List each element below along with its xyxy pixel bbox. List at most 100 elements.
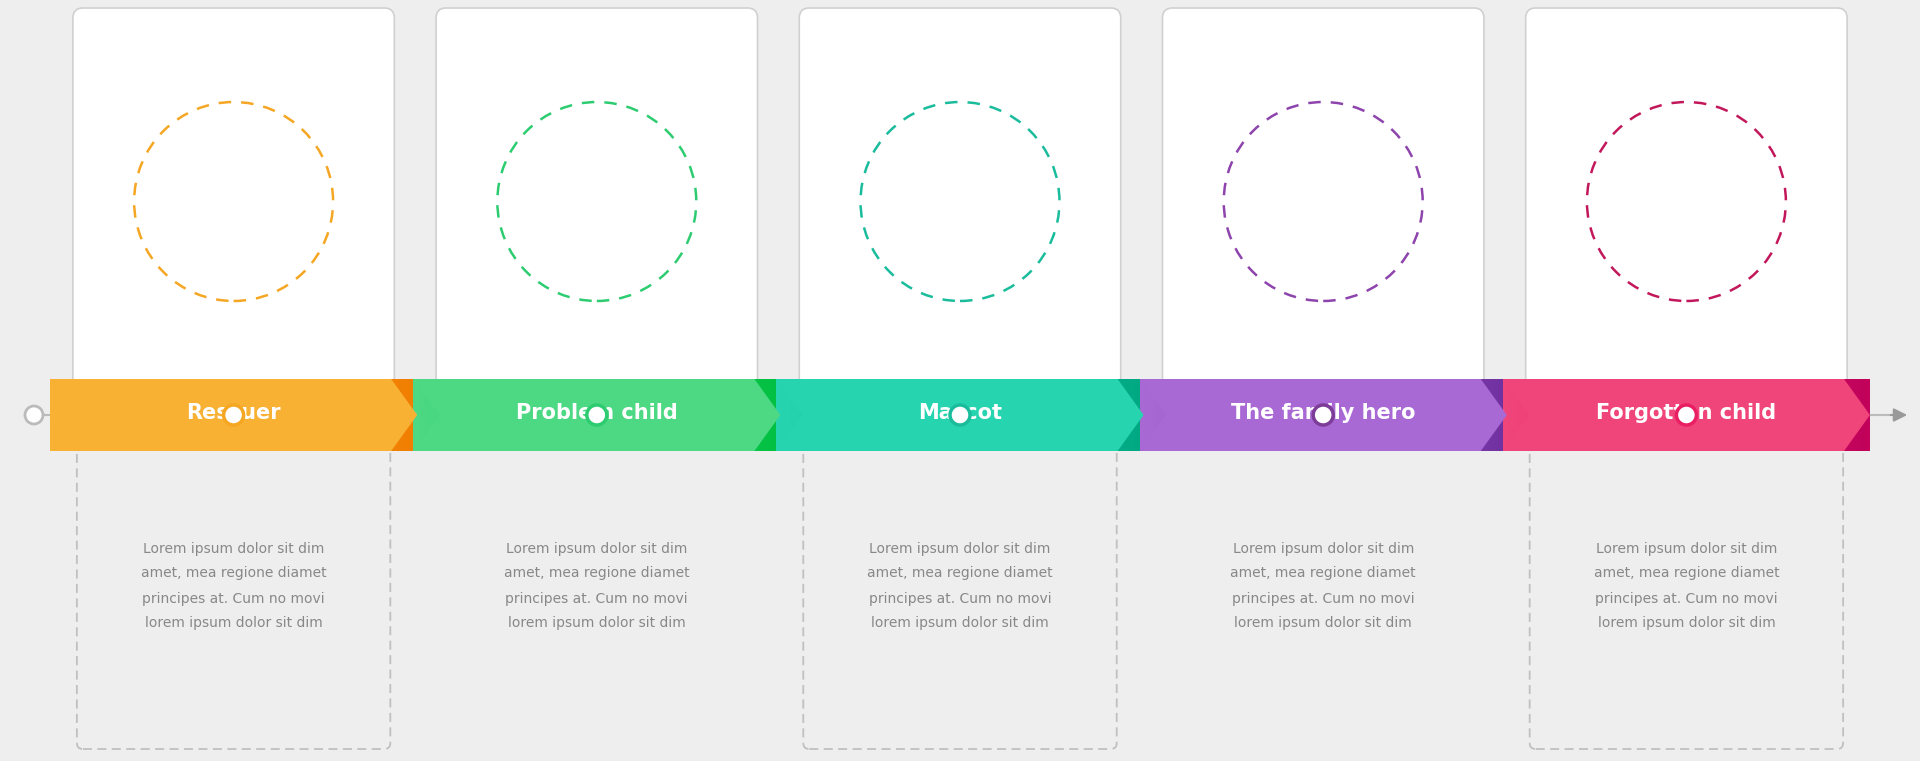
Polygon shape [854,379,858,451]
Polygon shape [142,379,146,451]
Polygon shape [1617,379,1622,451]
Polygon shape [179,379,182,451]
Polygon shape [1263,379,1267,451]
Polygon shape [1603,379,1609,451]
Polygon shape [841,379,845,451]
Polygon shape [1866,379,1870,451]
Polygon shape [660,379,666,451]
Polygon shape [987,379,993,451]
Polygon shape [1204,379,1208,451]
Polygon shape [257,379,261,451]
Polygon shape [561,379,564,451]
Text: Forgotten child: Forgotten child [1596,403,1776,423]
Polygon shape [647,379,653,451]
Polygon shape [1722,379,1728,451]
Polygon shape [808,379,814,451]
Polygon shape [1764,379,1768,451]
Polygon shape [914,379,918,451]
Polygon shape [864,379,868,451]
Polygon shape [689,379,693,451]
Polygon shape [106,379,109,451]
Polygon shape [1066,379,1069,451]
Polygon shape [69,379,73,451]
Polygon shape [1448,379,1452,451]
FancyBboxPatch shape [1526,8,1847,395]
Polygon shape [96,379,100,451]
Polygon shape [666,379,670,451]
Polygon shape [904,379,910,451]
Polygon shape [426,379,432,451]
Polygon shape [409,379,413,451]
Polygon shape [1092,379,1098,451]
Polygon shape [578,379,584,451]
Polygon shape [330,379,334,451]
Circle shape [588,405,607,425]
Polygon shape [1649,379,1655,451]
Polygon shape [1475,379,1478,451]
Polygon shape [261,379,265,451]
Text: Lorem ipsum dolor sit dim
amet, mea regione diamet
principes at. Cum no movi
lor: Lorem ipsum dolor sit dim amet, mea regi… [1231,542,1417,631]
Polygon shape [1778,379,1784,451]
Circle shape [950,405,970,425]
Polygon shape [198,379,202,451]
Polygon shape [1613,379,1617,451]
Polygon shape [50,379,54,451]
Polygon shape [182,379,188,451]
Polygon shape [634,379,637,451]
Polygon shape [465,379,468,451]
Polygon shape [280,379,284,451]
Polygon shape [601,379,607,451]
Polygon shape [1267,379,1273,451]
Polygon shape [1672,379,1678,451]
Polygon shape [413,379,780,451]
Polygon shape [1745,379,1751,451]
Polygon shape [693,379,697,451]
Polygon shape [743,379,749,451]
Polygon shape [574,379,578,451]
Polygon shape [1415,379,1419,451]
Polygon shape [941,379,947,451]
Polygon shape [413,379,417,451]
Polygon shape [624,379,630,451]
Polygon shape [1761,379,1764,451]
Polygon shape [670,379,674,451]
Polygon shape [1709,379,1715,451]
Polygon shape [288,379,294,451]
Text: The family hero: The family hero [1231,403,1415,423]
Polygon shape [1046,379,1052,451]
Polygon shape [455,379,459,451]
Polygon shape [1158,379,1162,451]
Polygon shape [1023,379,1029,451]
Polygon shape [1645,379,1649,451]
Text: Lorem ipsum dolor sit dim
amet, mea regione diamet
principes at. Cum no movi
lor: Lorem ipsum dolor sit dim amet, mea regi… [140,542,326,631]
Polygon shape [887,379,891,451]
Polygon shape [1738,379,1741,451]
Polygon shape [1834,379,1837,451]
Polygon shape [1659,379,1663,451]
Polygon shape [432,379,436,451]
Polygon shape [136,379,142,451]
Polygon shape [1682,379,1686,451]
Polygon shape [1557,379,1563,451]
Polygon shape [1461,379,1465,451]
Polygon shape [1043,379,1046,451]
Polygon shape [964,379,970,451]
Polygon shape [1572,379,1576,451]
Polygon shape [1260,379,1263,451]
Polygon shape [367,379,371,451]
Polygon shape [159,379,165,451]
Polygon shape [739,379,743,451]
Polygon shape [1741,379,1745,451]
Polygon shape [814,379,818,451]
Polygon shape [1167,379,1171,451]
Polygon shape [376,379,380,451]
FancyBboxPatch shape [799,8,1121,395]
Polygon shape [386,379,390,451]
Polygon shape [371,379,376,451]
Polygon shape [324,379,330,451]
Polygon shape [242,379,248,451]
Polygon shape [1511,379,1517,451]
Polygon shape [1567,379,1572,451]
Polygon shape [680,379,684,451]
Polygon shape [950,379,956,451]
